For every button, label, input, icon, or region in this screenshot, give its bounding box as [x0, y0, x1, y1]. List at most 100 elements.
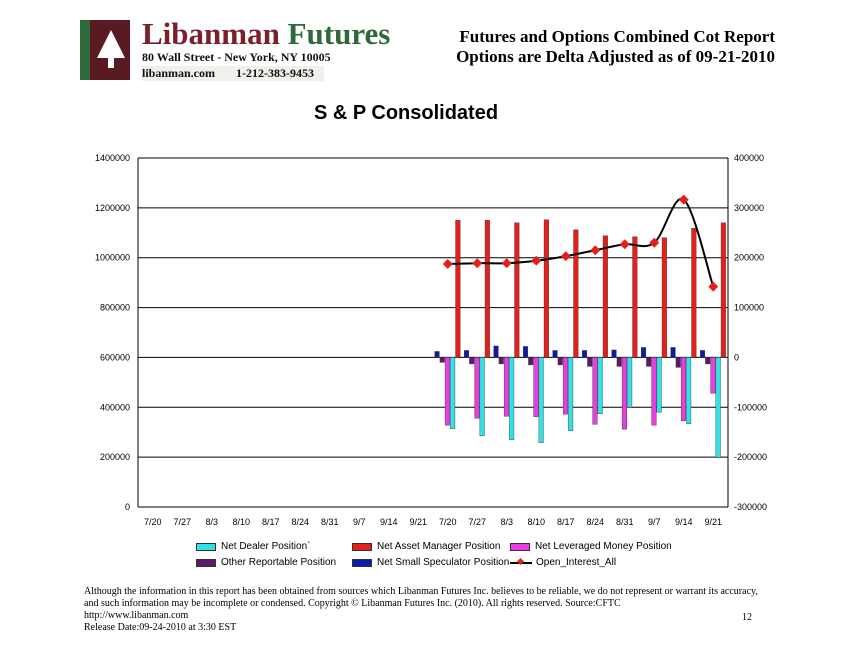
x-axis-tick-label: 9/21	[409, 517, 427, 527]
small-speculator-bar	[611, 349, 617, 358]
x-axis-tick-label: 7/20	[144, 517, 162, 527]
x-axis-tick-label: 8/17	[262, 517, 280, 527]
legend-open-interest: Open_Interest_All	[510, 557, 616, 568]
asset-manager-bar	[602, 235, 608, 358]
company-phone: 1-212-383-9453	[236, 66, 315, 80]
footer-release-date: Release Date:09-24-2010 at 3:30 EST	[84, 622, 237, 633]
open-interest-marker	[531, 255, 542, 266]
open-interest-marker	[472, 258, 483, 269]
asset-manager-bar	[573, 229, 579, 358]
leveraged-bar	[621, 357, 627, 430]
x-axis-tick-label: 8/31	[321, 517, 339, 527]
x-axis-tick-label: 8/3	[500, 517, 513, 527]
open-interest-marker	[501, 258, 512, 269]
x-axis-tick-label: 8/31	[616, 517, 634, 527]
page-number: 12	[742, 612, 752, 623]
x-axis-tick-label: 8/24	[291, 517, 309, 527]
dealer-bar	[568, 357, 574, 431]
legend-dealer: Net Dealer Position`	[196, 541, 310, 552]
right-axis-tick-label: -100000	[734, 402, 767, 412]
small-speculator-bar	[464, 350, 470, 358]
company-address: 80 Wall Street - New York, NY 10005	[142, 50, 331, 64]
small-speculator-bar	[493, 345, 499, 358]
asset-manager-bar	[632, 236, 638, 358]
leveraged-bar	[474, 357, 480, 419]
footer: Although the information in this report …	[84, 586, 774, 634]
open-interest-marker	[590, 245, 601, 256]
right-axis-tick-label: 400000	[734, 153, 764, 163]
report-title-line1: Futures and Options Combined Cot Report	[459, 27, 775, 46]
other-reportable-bar	[498, 357, 504, 365]
small-speculator-bar	[641, 347, 647, 358]
legend-small-speculator-swatch	[352, 558, 372, 567]
leveraged-bar	[503, 357, 509, 417]
other-reportable-bar	[557, 357, 563, 366]
other-reportable-bar	[616, 357, 622, 367]
report-title-line2: Options are Delta Adjusted as of 09-21-2…	[456, 47, 775, 66]
right-axis-tick-label: -200000	[734, 452, 767, 462]
legend-asset-manager-swatch	[352, 542, 372, 551]
open-interest-marker	[649, 237, 660, 248]
other-reportable-bar	[675, 357, 681, 368]
leveraged-bar	[592, 357, 598, 425]
left-axis-tick-label: 600000	[100, 352, 130, 362]
x-axis-tick-label: 7/20	[439, 517, 457, 527]
open-interest-marker	[560, 251, 571, 262]
dealer-bar	[479, 357, 485, 436]
right-axis-tick-label: 0	[734, 352, 739, 362]
legend-leveraged-swatch	[510, 542, 530, 551]
dealer-bar	[715, 357, 721, 458]
x-axis-tick-label: 7/27	[173, 517, 191, 527]
company-logo: Libanman Futures 80 Wall Street - New Yo…	[80, 16, 390, 82]
leveraged-bar	[710, 357, 716, 394]
left-axis-tick-label: 400000	[100, 402, 130, 412]
x-axis-tick-label: 8/3	[205, 517, 218, 527]
dealer-bar	[538, 357, 544, 443]
dealer-bar	[627, 357, 633, 408]
x-axis-tick-label: 9/21	[704, 517, 722, 527]
right-axis-tick-label: -300000	[734, 502, 767, 512]
other-reportable-bar	[587, 357, 593, 367]
open-interest-marker	[619, 239, 630, 250]
left-axis-tick-label: 200000	[100, 452, 130, 462]
dealer-bar	[597, 357, 603, 414]
company-site: libanman.com	[142, 66, 216, 80]
legend-asset-manager: Net Asset Manager Position	[352, 541, 500, 552]
left-axis-tick-label: 800000	[100, 303, 130, 313]
asset-manager-bar	[720, 222, 726, 358]
x-axis-tick-label: 8/10	[527, 517, 545, 527]
right-axis-tick-label: 200000	[734, 253, 764, 263]
other-reportable-bar	[705, 357, 711, 365]
x-axis-tick-label: 9/7	[353, 517, 366, 527]
x-axis-tick-label: 8/17	[557, 517, 575, 527]
small-speculator-bar	[434, 351, 440, 358]
asset-manager-bar	[514, 222, 520, 358]
left-axis-tick-label: 1400000	[95, 153, 130, 163]
small-speculator-bar	[582, 350, 588, 358]
asset-manager-bar	[543, 219, 549, 358]
open-interest-marker	[678, 194, 689, 205]
x-axis-tick-label: 7/27	[468, 517, 486, 527]
legend-small-speculator: Net Small Speculator Position	[352, 557, 509, 568]
left-axis-tick-label: 1000000	[95, 253, 130, 263]
leveraged-bar	[651, 357, 657, 426]
dealer-bar	[686, 357, 692, 424]
dealer-bar	[450, 357, 456, 429]
company-contact: libanman.com 1-212-383-9453	[142, 66, 325, 81]
footer-url[interactable]: http://www.libanman.com	[84, 610, 189, 621]
other-reportable-bar	[439, 357, 445, 363]
left-axis-tick-label: 1200000	[95, 203, 130, 213]
small-speculator-bar	[670, 347, 676, 358]
x-axis-tick-label: 9/14	[380, 517, 398, 527]
leveraged-bar	[444, 357, 450, 426]
company-name: Libanman Futures	[142, 16, 391, 51]
x-axis-tick-label: 9/14	[675, 517, 693, 527]
open-interest-marker	[442, 258, 453, 269]
tree-logo-icon	[80, 20, 130, 80]
leveraged-bar	[533, 357, 539, 417]
asset-manager-bar	[484, 220, 490, 358]
asset-manager-bar	[455, 220, 461, 358]
asset-manager-bar	[691, 228, 697, 358]
leveraged-bar	[680, 357, 686, 421]
legend-open-interest-marker	[510, 561, 532, 564]
